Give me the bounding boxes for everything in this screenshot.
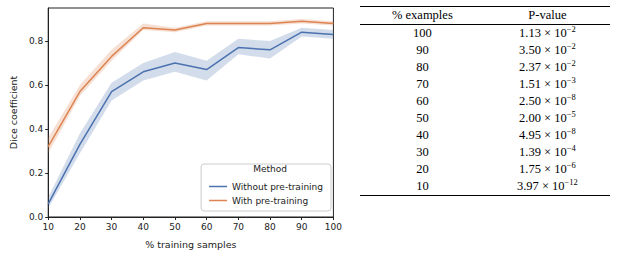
html-text:20: 20 <box>416 162 429 176</box>
svg-text:50: 50 <box>169 222 181 232</box>
html-text:P-value: P-value <box>528 8 567 22</box>
svg-text:0.0: 0.0 <box>29 212 44 222</box>
html-text:100: 100 <box>413 26 432 40</box>
svg-text:% training samples: % training samples <box>145 239 236 250</box>
svg-text:0.6: 0.6 <box>29 80 44 90</box>
html-text:50: 50 <box>416 111 429 125</box>
html-text:80: 80 <box>416 60 429 74</box>
svg-text:70: 70 <box>233 222 245 232</box>
svg-text:Without pre-training: Without pre-training <box>232 182 323 192</box>
html-text:2.37 × 10−2: 2.37 × 10−2 <box>519 58 576 74</box>
html-text:30: 30 <box>416 145 429 159</box>
svg-text:80: 80 <box>264 222 276 232</box>
svg-text:Method: Method <box>253 164 287 174</box>
svg-text:100: 100 <box>325 222 342 232</box>
html-text:1.13 × 10−2: 1.13 × 10−2 <box>519 24 576 40</box>
html-text:4.95 × 10−8: 4.95 × 10−8 <box>519 126 576 142</box>
html-text:10: 10 <box>416 179 429 193</box>
html-text:60: 60 <box>416 94 429 108</box>
html-text:2.50 × 10−8: 2.50 × 10−8 <box>519 92 576 108</box>
svg-text:10: 10 <box>42 222 54 232</box>
svg-text:0.8: 0.8 <box>29 36 44 46</box>
svg-text:40: 40 <box>138 222 150 232</box>
html-text:1.75 × 10−6: 1.75 × 10−6 <box>519 160 576 176</box>
html-text:1.39 × 10−4: 1.39 × 10−4 <box>519 143 576 159</box>
svg-text:With pre-training: With pre-training <box>232 196 308 206</box>
svg-text:Dice coefficient: Dice coefficient <box>8 75 19 149</box>
html-text:3.50 × 10−2: 3.50 × 10−2 <box>519 41 576 57</box>
html-text:% examples: % examples <box>392 8 453 22</box>
svg-text:60: 60 <box>201 222 213 232</box>
svg-text:0.4: 0.4 <box>29 124 44 134</box>
svg-text:90: 90 <box>296 222 308 232</box>
html-text:2.00 × 10−5: 2.00 × 10−5 <box>519 109 576 125</box>
html-text:3.97 × 10−12: 3.97 × 10−12 <box>516 177 578 193</box>
svg-text:20: 20 <box>74 222 86 232</box>
svg-text:30: 30 <box>106 222 118 232</box>
svg-text:0.2: 0.2 <box>29 168 43 178</box>
html-text:40: 40 <box>416 128 429 142</box>
html-text:1.51 × 10−3: 1.51 × 10−3 <box>519 75 576 91</box>
html-text:70: 70 <box>416 77 429 91</box>
html-text:90: 90 <box>416 43 429 57</box>
